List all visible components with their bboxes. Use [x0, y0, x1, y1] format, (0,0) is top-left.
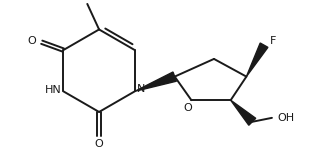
Text: O: O	[183, 103, 192, 113]
Polygon shape	[246, 43, 268, 77]
Polygon shape	[135, 72, 176, 91]
Text: N: N	[137, 84, 145, 94]
Polygon shape	[231, 100, 256, 125]
Text: O: O	[95, 139, 103, 149]
Text: OH: OH	[277, 113, 294, 123]
Text: HN: HN	[45, 85, 62, 95]
Text: O: O	[27, 36, 36, 46]
Text: F: F	[270, 36, 276, 46]
